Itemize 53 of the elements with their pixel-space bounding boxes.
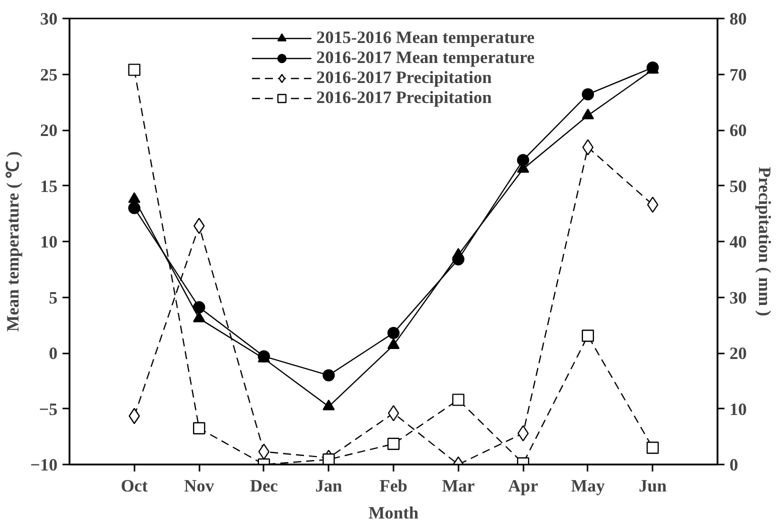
y-tick-label: 30 — [40, 10, 58, 28]
y2-tick-label: 30 — [730, 288, 747, 308]
y2-tick-label: 20 — [730, 344, 747, 363]
point — [646, 442, 659, 454]
y-tick-label: 25 — [40, 65, 58, 84]
x-tick-label: Dec — [250, 476, 278, 496]
point — [322, 400, 335, 410]
x-tick-label: Oct — [120, 476, 148, 496]
point — [128, 202, 140, 214]
y-tick-label: 15 — [40, 176, 58, 196]
y2-tick-label: 60 — [730, 121, 747, 140]
y2-tick-label: 0 — [730, 456, 738, 474]
point — [387, 326, 400, 340]
y2-tick-label: 10 — [730, 400, 747, 419]
legend-label: 2016-2017 Precipitation — [316, 68, 492, 88]
legend-label: 2016-2017 Precipitation — [316, 88, 492, 108]
point — [452, 253, 464, 266]
x-tick-label: Apr — [508, 476, 538, 496]
y-tick-label: 10 — [40, 232, 58, 252]
x-tick-label: Jan — [315, 476, 343, 496]
point — [322, 453, 335, 464]
point — [387, 438, 400, 450]
y2-tick-label: 40 — [730, 232, 747, 252]
x-tick-label: Mar — [442, 476, 475, 496]
y-tick-label: 5 — [48, 288, 58, 308]
y-axis-title: Mean temperature ( ℃ ) — [3, 151, 22, 332]
point — [322, 369, 335, 382]
y2-tick-label: 80 — [730, 10, 747, 28]
x-tick-label: Feb — [380, 476, 408, 496]
point — [517, 154, 530, 166]
point — [128, 192, 140, 203]
point — [193, 301, 206, 314]
x-axis-title: Month — [368, 504, 419, 522]
y2-axis-title: Precipitation ( mm ) — [754, 166, 774, 316]
x-tick-label: Jun — [638, 476, 668, 496]
point — [582, 108, 594, 120]
x-tick-label: Nov — [184, 476, 214, 496]
y-tick-label: 0 — [48, 344, 58, 363]
point — [387, 338, 400, 349]
point — [388, 405, 400, 422]
y2-tick-label: 70 — [730, 65, 747, 84]
point — [452, 394, 464, 406]
point — [582, 88, 594, 100]
legend-label: 2015-2016 Mean temperature — [316, 28, 535, 48]
point — [193, 422, 206, 434]
y2-tick-label: 50 — [730, 176, 747, 196]
x-tick-label: May — [571, 476, 606, 496]
y-tick-label: −5 — [38, 400, 58, 419]
y-tick-label: −10 — [30, 456, 58, 474]
legend-label: 2016-2017 Mean temperature — [316, 48, 535, 68]
point — [128, 64, 140, 76]
y-tick-label: 20 — [40, 121, 58, 140]
point — [582, 330, 594, 342]
